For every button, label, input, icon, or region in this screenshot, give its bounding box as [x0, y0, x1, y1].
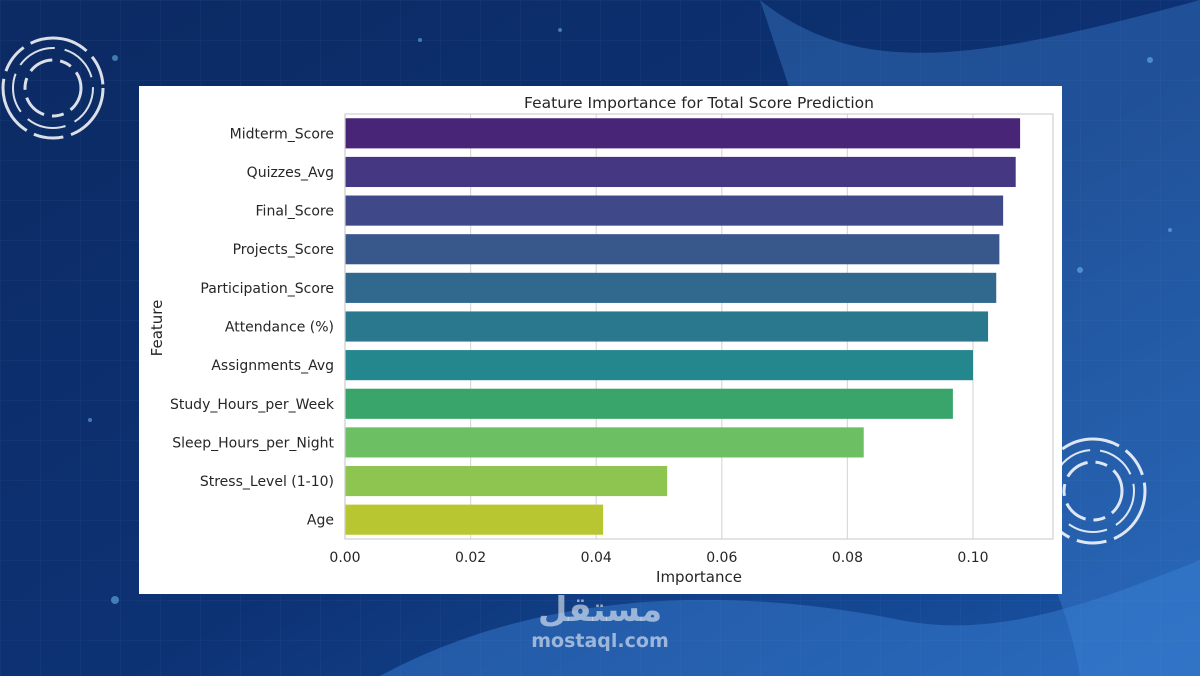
y-tick-label: Final_Score — [256, 204, 334, 220]
mostaql-watermark: مستقل mostaql.com — [500, 590, 700, 652]
circuit-ring-left-icon — [1, 36, 105, 140]
bar-assignments-avg — [345, 350, 973, 381]
bar-projects-score — [345, 234, 1000, 265]
bar-sleep-hours-per-night — [345, 427, 864, 458]
y-tick-label: Midterm_Score — [230, 126, 334, 142]
y-tick-label: Participation_Score — [200, 281, 334, 297]
y-tick-label: Assignments_Avg — [211, 358, 334, 374]
chart-card: Feature Importance for Total Score Predi… — [139, 86, 1062, 594]
x-axis-title: Importance — [656, 568, 742, 586]
y-tick-label: Quizzes_Avg — [247, 165, 334, 181]
x-tick-label: 0.10 — [957, 550, 988, 566]
x-tick-label: 0.00 — [329, 550, 360, 566]
x-tick-label: 0.06 — [706, 550, 737, 566]
y-axis-title: Feature — [148, 300, 166, 357]
y-tick-label: Attendance (%) — [225, 320, 334, 336]
feature-importance-chart: Feature Importance for Total Score Predi… — [148, 94, 1054, 586]
y-tick-label: Study_Hours_per_Week — [170, 397, 335, 413]
watermark-arabic: مستقل — [537, 590, 663, 630]
plot-frame — [344, 113, 1054, 540]
y-tick-label: Sleep_Hours_per_Night — [172, 435, 334, 451]
y-tick-label: Projects_Score — [233, 242, 334, 258]
bar-quizzes-avg — [345, 156, 1016, 188]
bar-study-hours-per-week — [345, 388, 953, 419]
bar-participation-score — [345, 272, 997, 303]
y-tick-label: Age — [307, 513, 334, 529]
x-tick-label: 0.04 — [581, 550, 612, 566]
bar-attendance — [345, 311, 989, 342]
bar-midterm-score — [345, 118, 1021, 149]
x-tick-label: 0.02 — [455, 550, 486, 566]
watermark-latin: mostaql.com — [531, 630, 669, 652]
x-tick-label: 0.08 — [832, 550, 863, 566]
bar-age — [345, 504, 604, 535]
y-tick-label: Stress_Level (1-10) — [200, 474, 334, 490]
bar-stress-level-1-10 — [345, 465, 668, 497]
bar-final-score — [345, 195, 1004, 226]
chart-title: Feature Importance for Total Score Predi… — [524, 94, 874, 112]
